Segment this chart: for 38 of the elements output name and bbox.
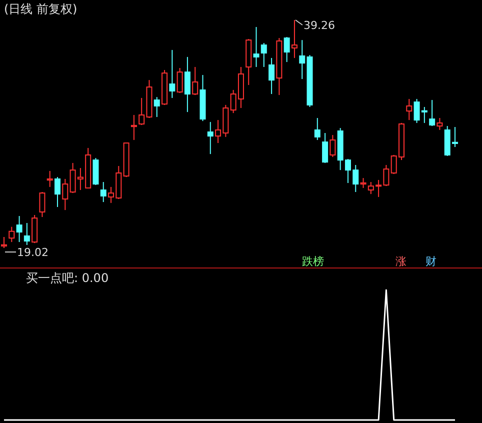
candlestick [260,42,267,68]
candlestick [62,178,68,211]
candlestick [429,99,436,126]
annotation: 19.02 [17,246,48,259]
chart-title: 买一点吧: 0.00 [26,271,109,285]
candlestick [24,222,30,246]
candlestick [169,49,176,98]
candlestick [322,132,328,164]
candlestick [46,170,53,188]
candlestick [284,36,290,63]
candlestick [314,118,320,140]
candlestick [32,214,38,244]
candlestick [299,40,306,80]
text: 涨 [396,255,406,268]
candlestick [39,192,46,218]
candlestick [406,98,412,121]
candlestick [1,236,7,248]
candlestick [130,114,137,140]
text: 财 [426,255,436,268]
candlestick [16,216,22,243]
candlestick [184,56,190,113]
chart-title: (日线 前复权) [4,2,78,16]
candlestick [253,26,260,68]
candlestick [291,20,298,58]
candlestick [268,57,275,95]
candlestick [100,181,106,203]
candlestick [207,121,214,155]
candlestick [330,134,336,158]
candlestick [54,176,61,208]
candlestick [192,66,198,96]
candlestick [176,67,183,94]
candlestick [154,96,160,118]
candlestick [436,118,443,130]
candlestick [360,178,366,188]
text: 跌榜 [302,255,324,268]
candlestick [92,157,99,186]
annotation: 39.26 [303,19,335,32]
candlestick [8,226,15,243]
